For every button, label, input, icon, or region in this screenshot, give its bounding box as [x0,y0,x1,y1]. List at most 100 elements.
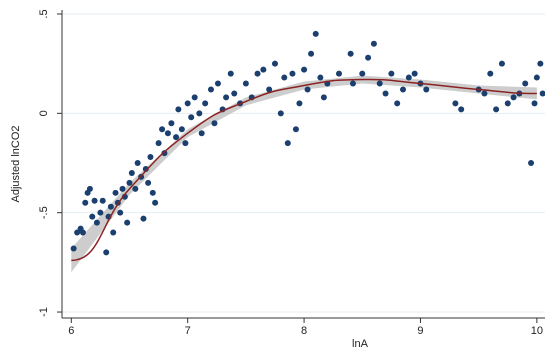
data-point [161,150,168,157]
data-point [388,70,395,77]
data-point [493,106,500,113]
x-axis-label: lnA [352,338,369,350]
data-point [99,197,106,204]
y-tick-label: -1 [38,307,50,317]
data-point [481,90,488,97]
data-point [196,110,203,117]
data-point [347,50,354,57]
data-point [173,134,180,141]
data-point [320,94,327,101]
data-point [281,74,288,81]
data-point [211,120,218,127]
data-point [159,126,166,133]
data-point [528,160,535,167]
y-tick-label: -.5 [38,206,50,219]
data-point [188,114,195,121]
fit-line [71,78,537,262]
data-point [266,86,273,93]
data-point [539,90,545,97]
data-point [531,100,538,107]
data-point [335,70,342,77]
data-point [191,94,198,101]
data-point [103,249,110,256]
data-point [317,74,324,81]
x-tick-label: 7 [185,325,191,337]
data-point [487,70,494,77]
x-tick-label: 10 [531,325,543,337]
data-point [376,80,383,87]
x-tick-label: 8 [301,325,307,337]
data-point [271,60,278,67]
data-point [296,100,303,107]
data-point [134,160,141,167]
data-point [119,185,126,192]
data-point [126,179,133,186]
data-point [304,86,311,93]
y-axis-label: Adjusted lnCO2 [10,125,22,202]
data-point [79,229,86,236]
data-point [533,74,540,81]
x-tick-label: 6 [68,325,74,337]
data-point [164,130,171,137]
data-point [128,169,135,176]
data-point [284,140,291,147]
data-point [145,179,152,186]
data-point [289,70,296,77]
data-point [308,50,315,57]
data-point [202,100,209,107]
data-point [452,100,459,107]
data-point [132,185,139,192]
data-point [207,86,214,93]
data-point [254,70,261,77]
data-point [423,86,430,93]
data-point [382,90,389,97]
data-point [292,126,299,133]
data-point [312,30,319,37]
data-point [242,80,249,87]
x-tick-label: 9 [417,325,423,337]
data-point [260,66,267,73]
data-point [86,185,93,192]
data-point [214,80,221,87]
data-point [370,40,377,47]
data-point [405,74,412,81]
data-point [227,70,234,77]
data-point [359,70,366,77]
data-point [504,100,511,107]
data-point [110,229,117,236]
data-point [82,199,89,206]
data-point [198,130,205,137]
data-point [142,165,149,172]
data-point [117,209,124,216]
data-point [277,110,284,117]
data-point [400,86,407,93]
data-point [89,213,96,220]
data-point [107,203,114,210]
data-point [184,100,191,107]
data-point [155,140,162,147]
data-point [231,90,238,97]
data-point [168,120,175,127]
data-point [175,106,182,113]
data-point [97,209,104,216]
data-point [458,106,465,113]
data-point [91,197,98,204]
data-point [112,189,119,196]
data-point [124,219,131,226]
data-point [522,80,529,87]
data-point [70,245,77,252]
data-point [147,154,154,161]
data-point [301,66,308,73]
data-point [182,140,189,147]
data-point [537,60,544,67]
y-tick-label: 0 [38,110,50,116]
data-point [510,94,517,101]
data-point [152,199,159,206]
data-point [140,215,147,222]
data-point [74,229,81,236]
data-point [349,80,356,87]
data-point [411,70,418,77]
data-point [223,94,230,101]
data-point [149,189,156,196]
